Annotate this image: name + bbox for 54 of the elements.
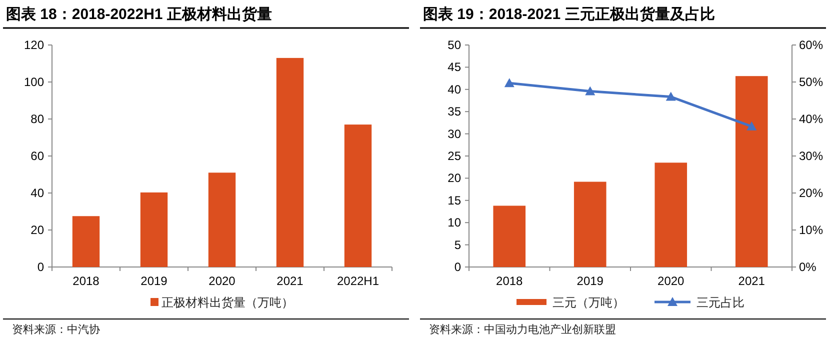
bar — [276, 58, 304, 267]
bar — [140, 192, 168, 267]
bar — [208, 172, 236, 267]
x-tick-label: 2018 — [72, 274, 100, 288]
y-tick-label: 20 — [30, 223, 44, 237]
x-tick-label: 2021 — [738, 274, 766, 288]
y2-tick-label: 10% — [799, 223, 824, 237]
point — [666, 92, 676, 101]
y-tick-label: 45 — [448, 60, 462, 74]
y-tick-label: 40 — [30, 186, 44, 200]
x-tick-label: 2020 — [208, 274, 236, 288]
point — [585, 86, 596, 96]
bar — [735, 76, 768, 267]
legend-label: 三元占比 — [696, 296, 744, 310]
y2-tick-label: 50% — [799, 75, 824, 89]
y-tick-label: 35 — [448, 104, 462, 119]
y-tick-label: 25 — [448, 149, 462, 163]
y-tick-label: 20 — [448, 171, 462, 186]
y-tick-label: 15 — [448, 193, 462, 208]
bar — [574, 182, 606, 267]
y-tick-label: 40 — [448, 82, 462, 96]
legend-label: 三元（万吨） — [552, 296, 624, 310]
y-tick-label: 0 — [37, 260, 44, 274]
legend-label: 正极材料出货量（万吨） — [162, 296, 294, 310]
y-tick-label: 100 — [24, 75, 44, 89]
chart-title: 图表 18：2018-2022H1 正极材料出货量 — [6, 6, 272, 23]
y2-tick-label: 30% — [799, 149, 824, 163]
y2-tick-label: 0% — [799, 260, 817, 274]
x-tick-label: 2019 — [140, 274, 168, 288]
y2-tick-label: 20% — [799, 186, 824, 200]
x-tick-label: 2022H1 — [336, 274, 380, 288]
bar — [72, 216, 100, 267]
x-tick-label: 2019 — [576, 274, 604, 288]
y2-tick-label: 40% — [799, 112, 824, 126]
chart-title: 图表 19：2018-2021 三元正极出货量及占比 — [423, 6, 715, 23]
y2-tick-label: 60% — [799, 38, 824, 52]
y-tick-label: 5 — [454, 238, 462, 252]
y-tick-label: 60 — [30, 149, 44, 163]
y-tick-label: 120 — [24, 38, 44, 52]
bar — [654, 162, 688, 267]
text: 资料来源：中汽协 — [12, 323, 100, 336]
bar — [493, 206, 526, 267]
point — [504, 78, 514, 88]
x-tick-label: 2020 — [658, 274, 685, 288]
y-tick-label: 10 — [448, 216, 462, 230]
y-tick-label: 50 — [448, 38, 462, 52]
x-tick-label: 2021 — [276, 274, 304, 288]
y-tick-label: 80 — [30, 112, 44, 126]
y-tick-label: 0 — [454, 260, 462, 274]
text: 资料来源：中国动力电池产业创新联盟 — [429, 323, 616, 336]
y-tick-label: 30 — [448, 126, 462, 141]
bar — [344, 124, 372, 267]
point — [746, 121, 757, 130]
x-tick-label: 2018 — [496, 274, 524, 288]
